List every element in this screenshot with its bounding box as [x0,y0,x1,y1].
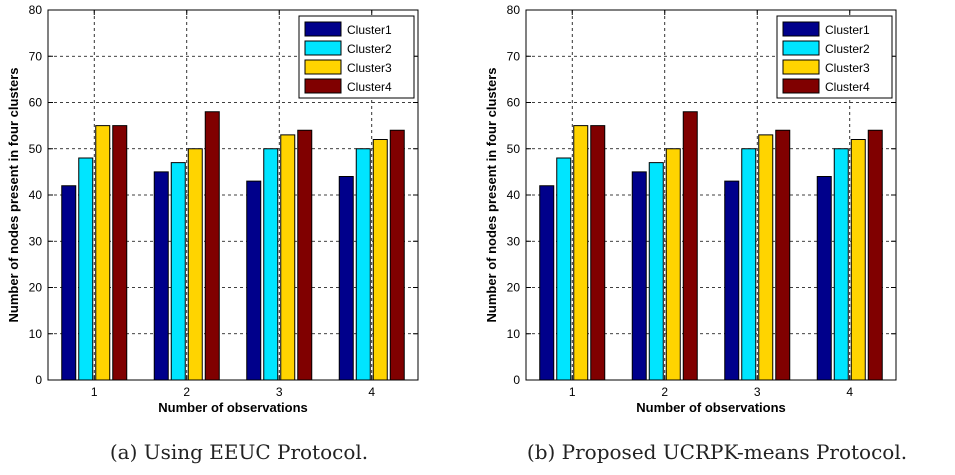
legend-label-cluster2: Cluster2 [347,42,392,56]
y-tick-label: 80 [29,3,43,17]
chart-b-caption: (b) Proposed UCRPK-means Protocol. [526,440,908,464]
legend-label-cluster1: Cluster1 [825,23,870,37]
legend-label-cluster3: Cluster3 [347,61,392,75]
x-tick-label: 2 [661,385,668,399]
legend-label-cluster3: Cluster3 [825,61,870,75]
x-tick-label: 4 [368,385,375,399]
bar-cluster3-obs-1 [573,125,589,381]
bar-cluster2-obs-3 [263,148,279,381]
x-tick-label: 3 [754,385,761,399]
x-tick-label: 4 [846,385,853,399]
y-tick-label: 80 [507,3,521,17]
legend-label-cluster4: Cluster4 [825,80,870,94]
bar-cluster1-obs-2 [153,171,169,381]
bar-cluster2-obs-1 [78,157,94,381]
x-tick-label: 1 [91,385,98,399]
bar-cluster4-obs-4 [867,129,883,381]
y-tick-label: 20 [507,281,521,295]
bar-cluster4-obs-2 [682,111,698,381]
bar-cluster4-obs-2 [204,111,220,381]
bar-cluster3-obs-3 [280,134,296,381]
bar-cluster4-obs-1 [112,125,128,381]
chart-a-svg: 0 10 20 30 40 50 60 70 80 1 2 3 4 Number of observati… [6,3,419,415]
bar-cluster3-obs-4 [372,139,388,381]
chart-b-svg: 0 10 20 30 40 50 60 70 80 1 2 3 4 Number of observati… [484,3,897,415]
y-tick-label: 60 [507,96,521,110]
bar-cluster3-obs-1 [95,125,111,381]
bar-cluster2-obs-4 [833,148,849,381]
bar-cluster1-obs-4 [338,176,354,381]
legend-swatch-cluster2 [304,40,342,56]
x-axis-label: Number of observations [636,400,786,415]
bar-cluster2-obs-2 [648,162,664,381]
y-tick-label: 70 [507,49,521,63]
y-tick-label: 60 [29,96,43,110]
bar-cluster2-obs-2 [170,162,186,381]
x-axis-label: Number of observations [158,400,308,415]
legend-swatch-cluster1 [304,21,342,37]
y-tick-label: 50 [29,142,43,156]
bar-cluster1-obs-3 [724,180,740,381]
legend-swatch-cluster4 [782,78,820,94]
y-tick-label: 0 [513,373,520,387]
y-tick-label: 70 [29,49,43,63]
y-tick-label: 50 [507,142,521,156]
y-axis-label: Number of nodes present in four clusters [6,68,21,323]
y-tick-label: 30 [29,234,43,248]
bar-cluster2-obs-4 [355,148,371,381]
y-tick-label: 10 [29,327,43,341]
legend-swatch-cluster1 [782,21,820,37]
bar-cluster2-obs-3 [741,148,757,381]
axes-box [47,9,419,381]
chart-a-caption: (a) Using EEUC Protocol. [109,440,369,464]
y-tick-label: 0 [35,373,42,387]
legend-label-cluster4: Cluster4 [347,80,392,94]
y-tick-label: 30 [507,234,521,248]
chart-panel-b: 0 10 20 30 40 50 60 70 80 1 2 3 4 Number of observati… [478,0,955,475]
y-tick-label: 20 [29,281,43,295]
x-tick-label: 3 [276,385,283,399]
bar-cluster1-obs-1 [61,185,77,381]
bar-cluster4-obs-4 [389,129,405,381]
x-tick-label: 1 [569,385,576,399]
bar-cluster2-obs-1 [556,157,572,381]
x-tick-label: 2 [183,385,190,399]
bar-cluster1-obs-4 [816,176,832,381]
bar-cluster1-obs-2 [631,171,647,381]
bar-cluster3-obs-4 [850,139,866,381]
axes-box [525,9,897,381]
legend-swatch-cluster4 [304,78,342,94]
legend-label-cluster1: Cluster1 [347,23,392,37]
bar-cluster3-obs-2 [665,148,681,381]
y-tick-label: 40 [29,188,43,202]
bar-cluster3-obs-2 [187,148,203,381]
y-axis-label: Number of nodes present in four clusters [484,68,499,323]
y-tick-label: 40 [507,188,521,202]
legend-swatch-cluster2 [782,40,820,56]
bar-cluster3-obs-3 [758,134,774,381]
chart-panel-a: 0 10 20 30 40 50 60 70 80 1 2 3 4 Number of observati… [6,3,419,464]
bar-cluster1-obs-3 [246,180,262,381]
y-tick-label: 10 [507,327,521,341]
bar-cluster1-obs-1 [539,185,555,381]
bar-cluster4-obs-3 [775,129,791,381]
bar-cluster4-obs-3 [297,129,313,381]
legend-swatch-cluster3 [782,59,820,75]
legend-swatch-cluster3 [304,59,342,75]
legend-label-cluster2: Cluster2 [825,42,870,56]
bar-cluster4-obs-1 [590,125,606,381]
